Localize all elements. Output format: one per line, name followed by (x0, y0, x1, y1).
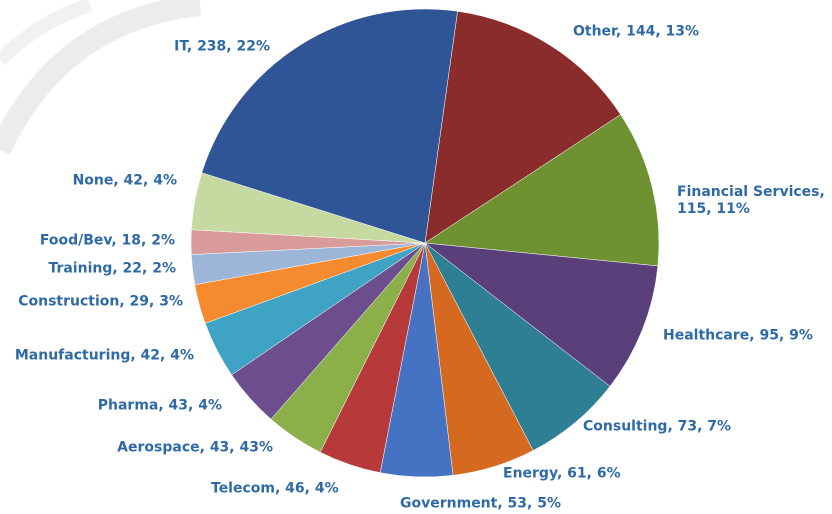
data-label: None, 42, 4% (72, 172, 177, 189)
background-arch (0, 0, 202, 155)
pie-slice (424, 242, 659, 387)
data-label: Training, 22, 2% (48, 260, 176, 277)
data-label: Aerospace, 43, 43% (117, 439, 273, 456)
data-label: Manufacturing, 42, 4% (14, 347, 194, 364)
data-label: Telecom, 46, 4% (211, 480, 339, 497)
data-label: Other, 144, 13% (573, 23, 700, 40)
data-label: Pharma, 43, 4% (97, 397, 222, 414)
pie-slice (424, 114, 660, 267)
data-label: Government, 53, 5% (400, 495, 561, 512)
data-label: Food/Bev, 18, 2% (39, 232, 175, 249)
pie-slice (201, 8, 458, 244)
data-label: Consulting, 73, 7% (583, 418, 732, 435)
data-label: Energy, 61, 6% (503, 465, 621, 482)
data-label: Healthcare, 95, 9% (663, 327, 813, 344)
background-arch (0, 0, 93, 65)
data-label: Construction, 29, 3% (18, 293, 183, 310)
data-label: IT, 238, 22% (174, 38, 270, 55)
pie-slice (424, 10, 621, 244)
data-label: Financial Services, 115, 11% (677, 184, 825, 217)
